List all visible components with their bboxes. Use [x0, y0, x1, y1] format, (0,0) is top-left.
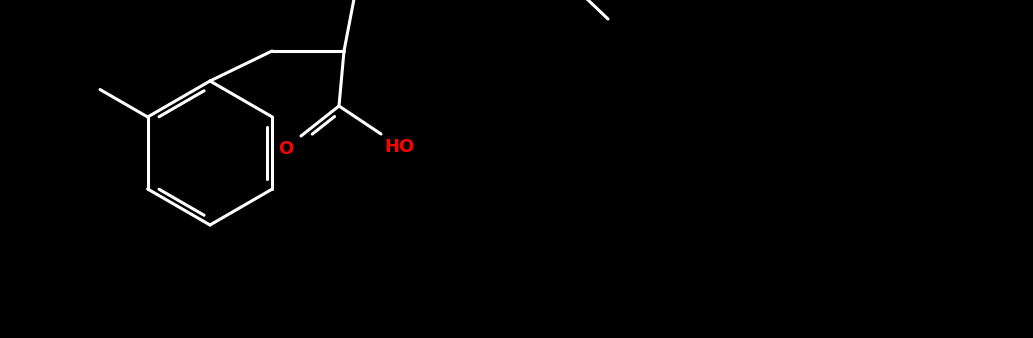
Text: HO: HO: [384, 138, 414, 156]
Text: O: O: [278, 140, 293, 158]
